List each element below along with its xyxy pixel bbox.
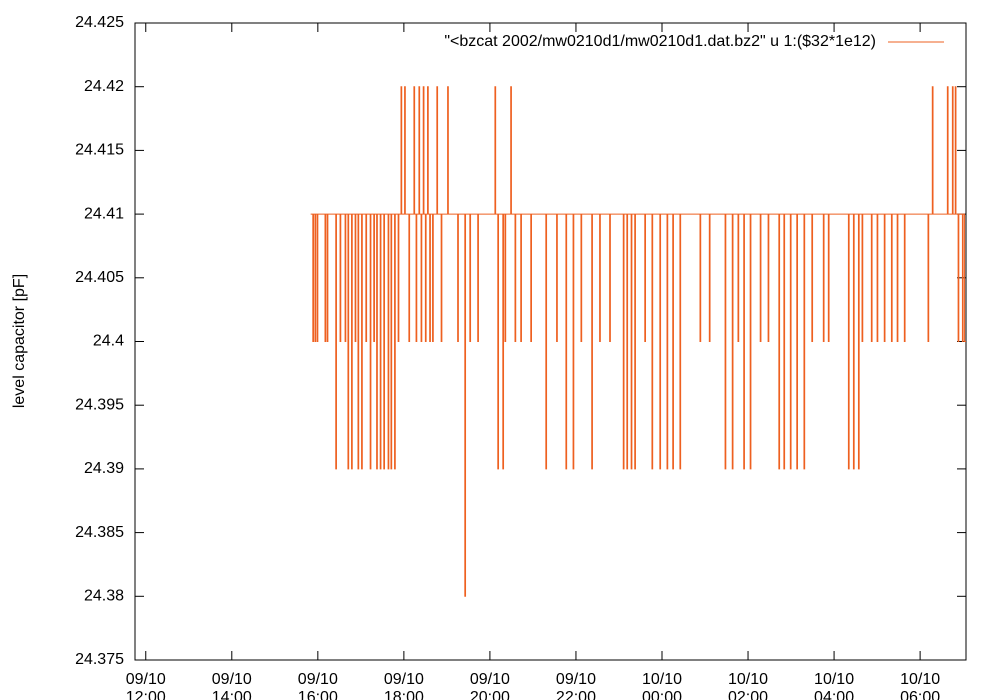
y-tick-label: 24.385 <box>75 524 124 541</box>
plot-frame <box>134 22 967 661</box>
y-tick-label: 24.415 <box>75 142 124 159</box>
x-tick-label: 09/10 14:00 <box>212 671 252 700</box>
x-tick-label: 10/10 02:00 <box>728 671 768 700</box>
x-tick-label: 10/10 04:00 <box>814 671 854 700</box>
data-line <box>310 86 966 597</box>
y-tick-label: 24.375 <box>75 651 124 668</box>
x-tick-label: 09/10 18:00 <box>384 671 424 700</box>
y-tick-label: 24.395 <box>75 396 124 413</box>
y-tick-label: 24.425 <box>75 14 124 31</box>
y-tick-label: 24.4 <box>93 333 124 350</box>
legend-label: "<bzcat 2002/mw0210d1/mw0210d1.dat.bz2" … <box>444 33 876 50</box>
y-tick-label: 24.41 <box>84 205 124 222</box>
x-tick-label: 09/10 20:00 <box>470 671 510 700</box>
x-tick-label: 10/10 06:00 <box>900 671 940 700</box>
x-tick-label: 09/10 22:00 <box>556 671 596 700</box>
y-tick-label: 24.42 <box>84 78 124 95</box>
y-tick-label: 24.38 <box>84 588 124 605</box>
x-tick-label: 10/10 00:00 <box>642 671 682 700</box>
y-tick-label: 24.39 <box>84 460 124 477</box>
y-axis-label: level capacitor [pF] <box>11 274 28 408</box>
y-tick-label: 24.405 <box>75 269 124 286</box>
x-tick-label: 09/10 16:00 <box>298 671 338 700</box>
x-tick-label: 09/10 12:00 <box>126 671 166 700</box>
